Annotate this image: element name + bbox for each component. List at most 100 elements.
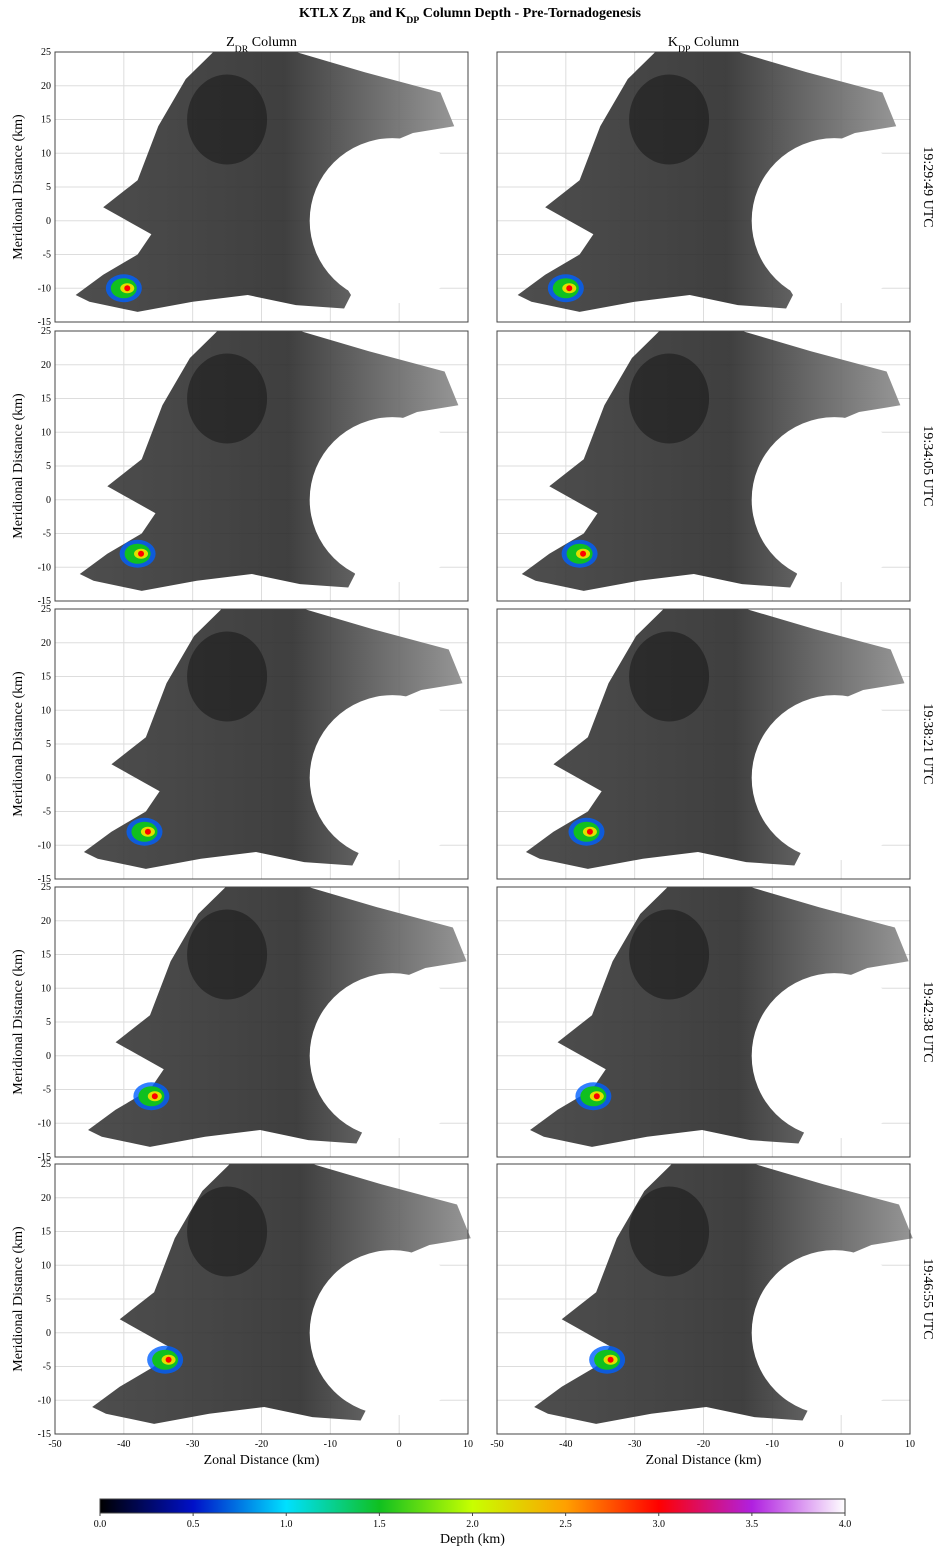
radar-cone (309, 417, 475, 583)
x-tick-label: -50 (490, 1439, 503, 1450)
panel-border (496, 608, 911, 880)
x-tick-label: 10 (905, 1439, 915, 1450)
column-title-part: DR (235, 44, 249, 55)
row-label: 19:38:21 UTC (920, 703, 935, 784)
x-tick-label: -10 (324, 1439, 337, 1450)
y-tick-label: 15 (41, 672, 51, 683)
panel-border (54, 886, 469, 1158)
colorbar-tick-label: 2.5 (559, 1519, 572, 1530)
y-tick-label: 10 (41, 148, 51, 159)
radar-cone (751, 417, 917, 583)
y-tick-label: -10 (38, 1395, 51, 1406)
x-tick-label: 10 (463, 1439, 473, 1450)
x-axis-label: Zonal Distance (km) (204, 1453, 320, 1468)
column-core (580, 550, 587, 557)
y-tick-label: -5 (43, 1085, 51, 1096)
colorbar-tick-label: 1.0 (280, 1519, 293, 1530)
colorbar-tick-label: 4.0 (839, 1519, 852, 1530)
column-title: ZDR Column (226, 35, 297, 55)
radar-echo (75, 52, 455, 312)
column-title-part: Column (691, 35, 740, 50)
y-tick-label: 0 (46, 1051, 51, 1062)
y-tick-label: -5 (43, 250, 51, 261)
radar-cone (751, 973, 917, 1139)
colorbar-tick-label: 3.5 (746, 1519, 759, 1530)
panel-border (496, 51, 911, 323)
radar-echo (517, 52, 897, 312)
radar-echo-dark (187, 353, 268, 444)
column-core (566, 285, 573, 292)
colorbar-tick-label: 0.0 (94, 1519, 107, 1530)
y-tick-label: -5 (43, 1362, 51, 1373)
radar-cone (751, 695, 917, 861)
radar-echo-dark (187, 909, 268, 1000)
x-axis-label: Zonal Distance (km) (646, 1453, 762, 1468)
chart-title-part: Column Depth - Pre-Tornadogenesis (419, 6, 641, 21)
radar-echo-dark (187, 1186, 268, 1277)
radar-echo-dark (187, 631, 268, 722)
x-tick-label: 0 (397, 1439, 402, 1450)
radar-echo (521, 331, 901, 591)
y-axis-label: Meridional Distance (km) (11, 1226, 26, 1372)
colorbar-label: Depth (km) (440, 1532, 505, 1547)
y-tick-label: 15 (41, 950, 51, 961)
row-label: 19:29:49 UTC (920, 146, 935, 227)
radar-cone (309, 695, 475, 861)
x-tick-label: -10 (766, 1439, 779, 1450)
panel-border (496, 1163, 911, 1435)
y-tick-label: 10 (41, 705, 51, 716)
y-tick-label: -15 (38, 317, 51, 328)
y-tick-label: 0 (46, 1328, 51, 1339)
radar-echo (534, 1164, 913, 1424)
radar-echo-dark (629, 74, 710, 165)
row-label: 19:34:05 UTC (920, 425, 935, 506)
y-tick-label: -15 (38, 596, 51, 607)
y-tick-label: 10 (41, 983, 51, 994)
radar-echo (79, 331, 459, 591)
row-label: 19:42:38 UTC (920, 981, 935, 1062)
y-tick-label: 5 (46, 182, 51, 193)
column-core (593, 1093, 600, 1100)
y-tick-label: 25 (41, 47, 51, 58)
radar-cone (751, 138, 917, 304)
y-axis-label: Meridional Distance (km) (11, 949, 26, 1095)
column-core (607, 1356, 614, 1363)
chart-title-part: K (395, 6, 406, 21)
y-tick-label: 0 (46, 773, 51, 784)
y-tick-label: 15 (41, 115, 51, 126)
column-title-part: Column (248, 35, 297, 50)
radar-echo (88, 887, 467, 1147)
radar-echo-dark (629, 631, 710, 722)
panel-border (496, 886, 911, 1158)
y-axis-label: Meridional Distance (km) (11, 114, 26, 260)
colorbar-tick-label: 0.5 (187, 1519, 200, 1530)
x-tick-label: -50 (48, 1439, 61, 1450)
y-tick-label: 5 (46, 461, 51, 472)
y-tick-label: 25 (41, 882, 51, 893)
x-tick-label: -40 (117, 1439, 130, 1450)
radar-echo (83, 609, 463, 869)
chart-title-part: KTLX (299, 6, 342, 21)
panel-border (54, 51, 469, 323)
y-tick-label: 0 (46, 495, 51, 506)
y-tick-label: 20 (41, 81, 51, 92)
radar-echo-dark (187, 74, 268, 165)
radar-echo-dark (629, 353, 710, 444)
column-core (138, 550, 145, 557)
chart-title-part: DP (406, 15, 419, 26)
x-tick-label: -30 (628, 1439, 641, 1450)
x-tick-label: -40 (559, 1439, 572, 1450)
y-tick-label: -10 (38, 283, 51, 294)
panel-border (54, 608, 469, 880)
panel-border (54, 1163, 469, 1435)
column-core (144, 828, 151, 835)
colorbar-tick-label: 2.0 (466, 1519, 479, 1530)
y-tick-label: 25 (41, 1159, 51, 1170)
row-label: 19:46:55 UTC (920, 1258, 935, 1339)
panel-border (54, 330, 469, 602)
y-tick-label: 5 (46, 1017, 51, 1028)
y-tick-label: 25 (41, 604, 51, 615)
y-tick-label: 20 (41, 1193, 51, 1204)
y-tick-label: 5 (46, 1294, 51, 1305)
